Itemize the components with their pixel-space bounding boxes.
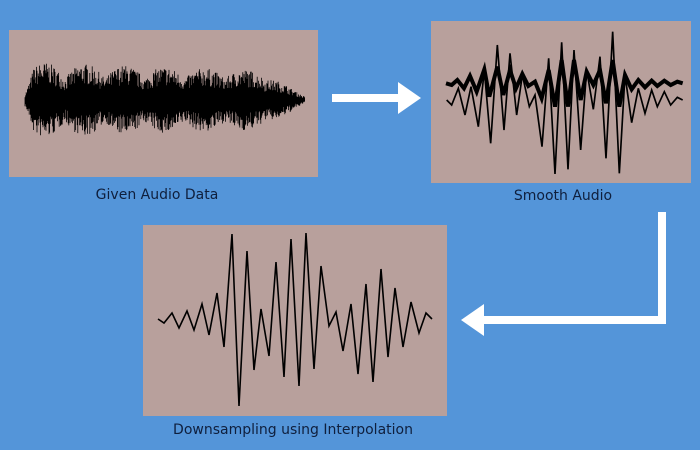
label-given-audio: Given Audio Data [95,187,219,203]
raw-waveform-path [24,63,305,136]
label-downsampling: Downsampling using Interpolation [173,422,413,438]
downsampled-waveform [157,232,433,407]
elbow-arrow-icon [461,212,666,336]
smooth-waveform [445,31,684,175]
arrow-right-icon [332,82,421,114]
smooth-thick-line [445,59,684,108]
label-smooth-audio: Smooth Audio [513,188,613,204]
raw-waveform [24,63,305,136]
